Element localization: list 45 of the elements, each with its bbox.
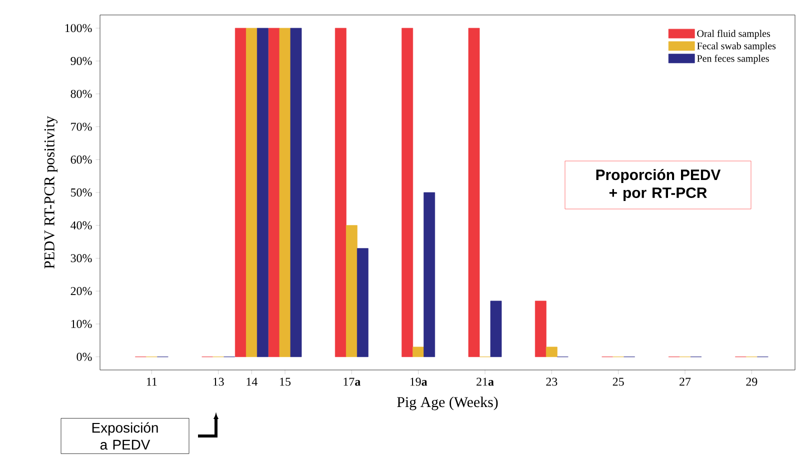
y-tick-label: 30% — [70, 254, 92, 262]
y-tick-label: 60% — [70, 156, 92, 164]
bar — [534, 300, 546, 358]
x-tick-label: 11 — [146, 378, 157, 386]
annotation: Proporción PEDV + por RT-PCR — [596, 169, 721, 201]
y-tick-label: 70% — [71, 122, 92, 131]
text: Exposición a PEDV — [92, 422, 158, 450]
x-tick-label: 21a — [476, 378, 494, 386]
y-tick-label: 90% — [70, 56, 92, 66]
y-tick-label: 80% — [70, 90, 92, 98]
x-tick-label: 15 — [280, 378, 291, 386]
legend-label: Oral fluid samples — [697, 30, 770, 39]
bar — [246, 28, 258, 358]
y-tick-label: 20% — [70, 287, 92, 296]
x-tick-label: 19a — [410, 378, 428, 386]
x-tick-label: 25 — [612, 378, 624, 386]
y-tick-label: 40% — [70, 221, 92, 230]
bar — [234, 28, 246, 358]
bar — [402, 28, 414, 358]
bar — [346, 225, 358, 358]
y-tick-label: 50% — [71, 188, 92, 197]
x-tick-label: 29 — [746, 378, 758, 386]
x-tick-label: 23 — [546, 378, 558, 386]
x-tick-label: 27 — [680, 378, 691, 386]
y-axis-title: PEDV RT-PCR positivity — [44, 116, 58, 269]
bar — [290, 28, 302, 358]
y-tick-label: 100% — [65, 24, 92, 32]
x-tick-label: 13 — [213, 378, 224, 386]
y-tick-label: 10% — [71, 320, 92, 328]
x-tick-label: 14 — [246, 378, 258, 386]
bar — [468, 28, 480, 358]
bar — [546, 346, 558, 358]
bar — [490, 300, 502, 358]
bar — [412, 346, 424, 358]
bar — [268, 28, 280, 358]
bar — [279, 28, 291, 358]
bar — [356, 248, 368, 358]
bar — [256, 28, 268, 358]
x-axis-title: Pig Age (Weeks) — [397, 396, 498, 410]
bar — [334, 28, 346, 358]
x-tick-label: 17a — [344, 378, 360, 386]
y-tick-label: 0% — [76, 352, 92, 361]
legend-label: Fecal swab samples — [697, 42, 776, 52]
legend-label: Pen feces samples — [697, 54, 769, 64]
bar — [424, 192, 436, 358]
